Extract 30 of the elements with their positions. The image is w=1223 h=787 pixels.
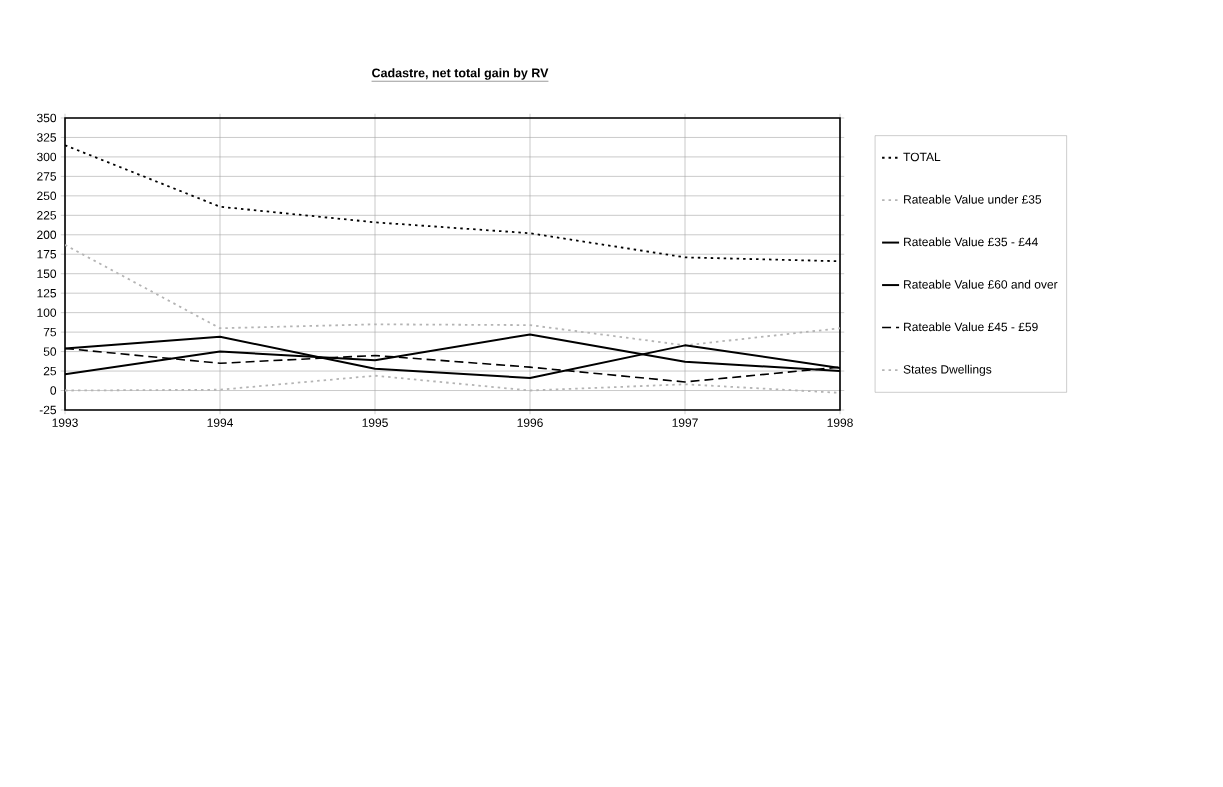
y-tick-label: 300 xyxy=(37,152,57,162)
line-series xyxy=(65,244,841,347)
y-tick-label: 100 xyxy=(37,308,57,317)
y-tick-label: 225 xyxy=(37,211,57,220)
legend-label: Rateable Value £60 and over xyxy=(904,279,1058,289)
y-tick-label: 325 xyxy=(37,133,57,142)
x-tick-label: 1995 xyxy=(362,418,388,427)
y-tick-label: 200 xyxy=(37,230,57,240)
y-tick-label: 150 xyxy=(37,269,57,278)
x-tick-label: 1994 xyxy=(207,418,234,427)
legend-label: Rateable Value £45 - £59 xyxy=(904,322,1038,332)
legend-label: States Dwellings xyxy=(903,364,992,376)
y-tick-label: 275 xyxy=(37,172,57,181)
chart-title: Cadastre, net total gain by RV xyxy=(372,68,549,80)
y-tick-label: 75 xyxy=(43,327,57,337)
y-tick-label: 175 xyxy=(37,250,57,259)
x-tick-label: 1998 xyxy=(827,418,853,427)
x-tick-label: 1993 xyxy=(52,418,78,427)
y-tick-label: 25 xyxy=(43,366,57,376)
y-tick-label: 50 xyxy=(43,347,57,356)
x-tick-label: 1996 xyxy=(517,418,543,427)
x-tick-label: 1997 xyxy=(672,418,698,427)
y-tick-label: 0 xyxy=(50,386,57,395)
legend-label: Rateable Value £35 - £44 xyxy=(904,237,1038,247)
y-tick-label: 250 xyxy=(37,191,57,201)
y-tick-label: 125 xyxy=(37,288,57,298)
y-tick-label: 350 xyxy=(37,113,57,123)
legend-label: TOTAL xyxy=(903,152,941,162)
legend-label: Rateable Value under £35 xyxy=(904,194,1042,204)
y-tick-label: -25 xyxy=(39,405,57,415)
